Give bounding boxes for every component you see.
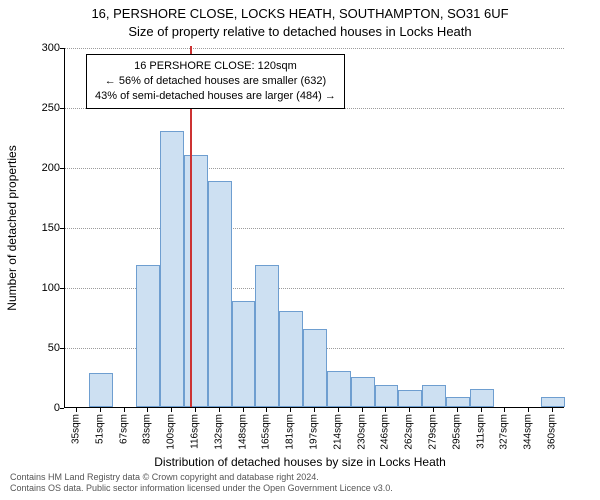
histogram-bar <box>398 390 422 407</box>
histogram-bar <box>351 377 375 407</box>
x-tick-label: 344sqm <box>523 414 534 450</box>
x-tick-label: 100sqm <box>166 414 177 450</box>
x-tick-label: 132sqm <box>213 414 224 450</box>
x-tick-label: 116sqm <box>189 414 200 449</box>
histogram-bar <box>422 385 446 407</box>
gridline <box>65 168 564 169</box>
footer-text: Contains HM Land Registry data © Crown c… <box>10 472 393 494</box>
y-tick <box>60 48 64 49</box>
x-tick-label: 246sqm <box>380 414 391 450</box>
x-tick-label: 262sqm <box>404 414 415 450</box>
gridline <box>65 228 564 229</box>
chart-title-line2: Size of property relative to detached ho… <box>0 24 600 39</box>
histogram-bar <box>470 389 494 407</box>
x-tick <box>314 408 315 412</box>
y-axis-label: Number of detached properties <box>5 145 19 310</box>
x-tick-label: 67sqm <box>118 414 129 444</box>
info-box-line1: 16 PERSHORE CLOSE: 120sqm <box>95 59 336 74</box>
y-tick <box>60 168 64 169</box>
histogram-bar <box>232 301 256 407</box>
x-tick-label: 148sqm <box>237 414 248 450</box>
x-tick <box>481 408 482 412</box>
chart-title-line1: 16, PERSHORE CLOSE, LOCKS HEATH, SOUTHAM… <box>0 6 600 21</box>
x-tick-label: 327sqm <box>499 414 510 450</box>
x-tick <box>552 408 553 412</box>
x-tick-label: 35sqm <box>70 414 81 444</box>
x-tick <box>338 408 339 412</box>
x-tick <box>362 408 363 412</box>
info-box: 16 PERSHORE CLOSE: 120sqm← 56% of detach… <box>86 54 345 109</box>
x-tick <box>124 408 125 412</box>
y-tick-label: 250 <box>20 102 60 114</box>
footer-line1: Contains HM Land Registry data © Crown c… <box>10 472 393 483</box>
x-tick-label: 197sqm <box>309 414 320 450</box>
histogram-bar <box>303 329 327 407</box>
x-tick-label: 165sqm <box>261 414 272 450</box>
x-tick <box>433 408 434 412</box>
histogram-bar <box>375 385 399 407</box>
histogram-bar <box>279 311 303 407</box>
x-tick <box>385 408 386 412</box>
x-tick <box>457 408 458 412</box>
x-tick-label: 295sqm <box>451 414 462 450</box>
y-tick-label: 50 <box>20 342 60 354</box>
y-tick <box>60 348 64 349</box>
y-tick <box>60 288 64 289</box>
y-tick-label: 150 <box>20 222 60 234</box>
histogram-bar <box>327 371 351 407</box>
y-tick <box>60 228 64 229</box>
y-tick-label: 300 <box>20 42 60 54</box>
x-tick <box>195 408 196 412</box>
x-tick <box>76 408 77 412</box>
histogram-bar <box>89 373 113 407</box>
info-box-line2: ← 56% of detached houses are smaller (63… <box>95 74 336 89</box>
histogram-bar <box>184 155 208 407</box>
footer-line2: Contains OS data. Public sector informat… <box>10 483 393 494</box>
y-tick-label: 200 <box>20 162 60 174</box>
gridline <box>65 48 564 49</box>
x-axis-label: Distribution of detached houses by size … <box>0 455 600 469</box>
x-tick-label: 83sqm <box>142 414 153 444</box>
x-tick <box>266 408 267 412</box>
x-tick <box>219 408 220 412</box>
histogram-bar <box>208 181 232 407</box>
y-tick <box>60 408 64 409</box>
histogram-bar <box>136 265 160 407</box>
x-tick-label: 279sqm <box>428 414 439 450</box>
x-tick <box>528 408 529 412</box>
x-tick-label: 181sqm <box>285 414 296 450</box>
x-tick-label: 214sqm <box>332 414 343 450</box>
x-tick-label: 51sqm <box>94 414 105 444</box>
x-tick-label: 360sqm <box>547 414 558 450</box>
y-tick-label: 100 <box>20 282 60 294</box>
x-tick <box>409 408 410 412</box>
y-tick <box>60 108 64 109</box>
x-tick <box>290 408 291 412</box>
histogram-bar <box>255 265 279 407</box>
histogram-bar <box>541 397 565 407</box>
x-tick-label: 230sqm <box>356 414 367 450</box>
histogram-bar <box>446 397 470 407</box>
x-tick-label: 311sqm <box>475 414 486 449</box>
x-tick <box>100 408 101 412</box>
histogram-bar <box>160 131 184 407</box>
x-tick <box>243 408 244 412</box>
info-box-line3: 43% of semi-detached houses are larger (… <box>95 89 336 104</box>
x-tick <box>147 408 148 412</box>
x-tick <box>171 408 172 412</box>
x-tick <box>504 408 505 412</box>
y-tick-label: 0 <box>20 402 60 414</box>
